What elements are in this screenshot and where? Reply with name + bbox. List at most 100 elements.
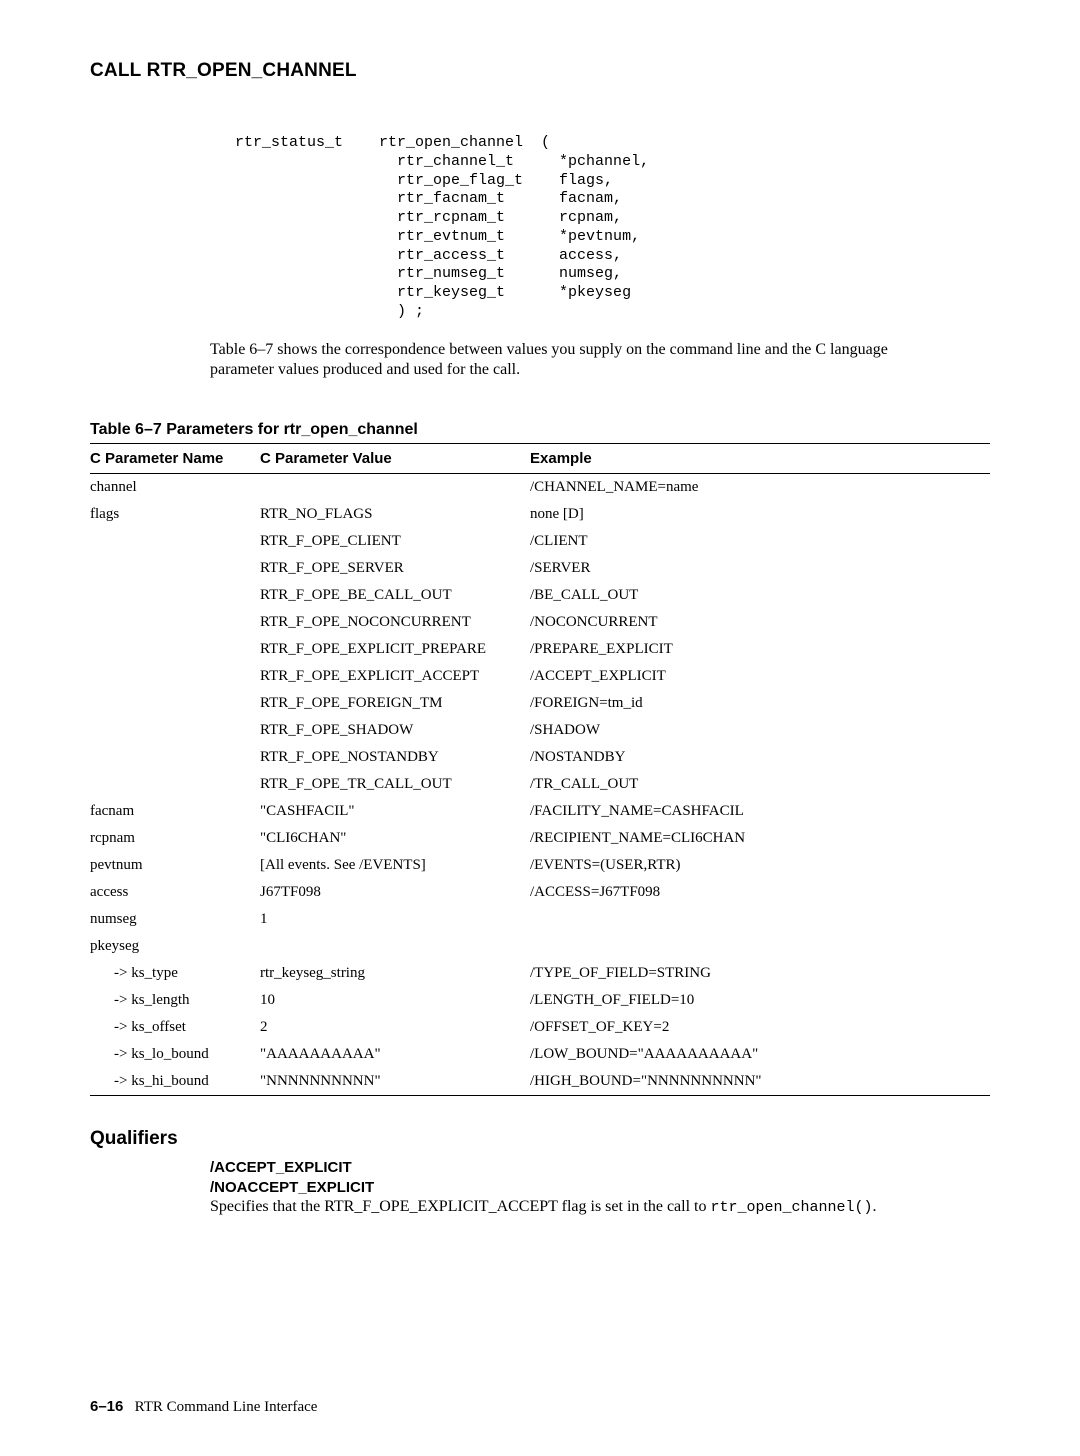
qualifiers-heading: Qualifiers	[90, 1128, 990, 1150]
cell-param-value: RTR_F_OPE_NOSTANDBY	[260, 744, 530, 771]
cell-example: /ACCEPT_EXPLICIT	[530, 663, 990, 690]
table-row: -> ks_offset2/OFFSET_OF_KEY=2	[90, 1014, 990, 1041]
cell-param-name: -> ks_lo_bound	[90, 1041, 260, 1068]
col-header-value: C Parameter Value	[260, 444, 530, 474]
cell-example: /HIGH_BOUND="NNNNNNNNNN"	[530, 1068, 990, 1096]
table-row: RTR_F_OPE_FOREIGN_TM/FOREIGN=tm_id	[90, 690, 990, 717]
cell-param-name	[90, 528, 260, 555]
cell-param-value	[260, 933, 530, 960]
page-footer: 6–16 RTR Command Line Interface	[90, 1398, 990, 1416]
table-header-row: C Parameter Name C Parameter Value Examp…	[90, 444, 990, 474]
cell-example: /NOSTANDBY	[530, 744, 990, 771]
table-row: RTR_F_OPE_SHADOW/SHADOW	[90, 717, 990, 744]
table-row: RTR_F_OPE_EXPLICIT_PREPARE/PREPARE_EXPLI…	[90, 636, 990, 663]
col-header-example: Example	[530, 444, 990, 474]
cell-example: /SERVER	[530, 555, 990, 582]
cell-param-value: RTR_F_OPE_BE_CALL_OUT	[260, 582, 530, 609]
cell-param-name: pevtnum	[90, 852, 260, 879]
cell-param-name	[90, 771, 260, 798]
cell-param-value: rtr_keyseg_string	[260, 960, 530, 987]
col-header-name: C Parameter Name	[90, 444, 260, 474]
table-row: -> ks_typertr_keyseg_string/TYPE_OF_FIEL…	[90, 960, 990, 987]
cell-param-value: "CASHFACIL"	[260, 798, 530, 825]
cell-param-value: 1	[260, 906, 530, 933]
page-title: CALL RTR_OPEN_CHANNEL	[90, 60, 990, 82]
cell-example: /CLIENT	[530, 528, 990, 555]
cell-param-name: flags	[90, 501, 260, 528]
parameters-table: C Parameter Name C Parameter Value Examp…	[90, 443, 990, 1096]
table-row: RTR_F_OPE_BE_CALL_OUT/BE_CALL_OUT	[90, 582, 990, 609]
cell-param-value: RTR_F_OPE_TR_CALL_OUT	[260, 771, 530, 798]
footer-page-number: 6–16	[90, 1398, 123, 1415]
table-row: pevtnum[All events. See /EVENTS]/EVENTS=…	[90, 852, 990, 879]
table-caption: Table 6–7 Parameters for rtr_open_channe…	[90, 421, 990, 439]
table-row: -> ks_length10/LENGTH_OF_FIELD=10	[90, 987, 990, 1014]
cell-param-value: RTR_F_OPE_EXPLICIT_ACCEPT	[260, 663, 530, 690]
cell-param-name: rcpnam	[90, 825, 260, 852]
cell-example: /PREPARE_EXPLICIT	[530, 636, 990, 663]
cell-param-value: RTR_F_OPE_CLIENT	[260, 528, 530, 555]
cell-param-name	[90, 663, 260, 690]
cell-param-value: "NNNNNNNNNN"	[260, 1068, 530, 1096]
footer-text: RTR Command Line Interface	[135, 1399, 318, 1415]
table-row: RTR_F_OPE_CLIENT/CLIENT	[90, 528, 990, 555]
qualifier-item: /ACCEPT_EXPLICIT /NOACCEPT_EXPLICIT Spec…	[210, 1158, 930, 1218]
cell-param-value: RTR_F_OPE_FOREIGN_TM	[260, 690, 530, 717]
cell-param-value: J67TF098	[260, 879, 530, 906]
cell-param-value: [All events. See /EVENTS]	[260, 852, 530, 879]
cell-param-name: channel	[90, 474, 260, 502]
qualifier-name-accept: /ACCEPT_EXPLICIT	[210, 1158, 930, 1178]
table-row: rcpnam"CLI6CHAN"/RECIPIENT_NAME=CLI6CHAN	[90, 825, 990, 852]
cell-example: /FACILITY_NAME=CASHFACIL	[530, 798, 990, 825]
cell-param-value: RTR_F_OPE_SHADOW	[260, 717, 530, 744]
cell-param-name	[90, 717, 260, 744]
table-row: RTR_F_OPE_NOSTANDBY/NOSTANDBY	[90, 744, 990, 771]
cell-example: /OFFSET_OF_KEY=2	[530, 1014, 990, 1041]
function-signature-code: rtr_status_t rtr_open_channel ( rtr_chan…	[235, 134, 990, 322]
footer-label	[127, 1399, 135, 1415]
table-row: -> ks_hi_bound"NNNNNNNNNN"/HIGH_BOUND="N…	[90, 1068, 990, 1096]
qualifier-desc-suffix: .	[873, 1198, 877, 1215]
cell-example: /LENGTH_OF_FIELD=10	[530, 987, 990, 1014]
table-row: facnam"CASHFACIL"/FACILITY_NAME=CASHFACI…	[90, 798, 990, 825]
table-row: numseg1	[90, 906, 990, 933]
cell-param-name: -> ks_offset	[90, 1014, 260, 1041]
table-row: accessJ67TF098/ACCESS=J67TF098	[90, 879, 990, 906]
table-row: pkeyseg	[90, 933, 990, 960]
cell-example: /BE_CALL_OUT	[530, 582, 990, 609]
cell-example: /LOW_BOUND="AAAAAAAAAA"	[530, 1041, 990, 1068]
table-row: RTR_F_OPE_TR_CALL_OUT/TR_CALL_OUT	[90, 771, 990, 798]
table-row: RTR_F_OPE_NOCONCURRENT/NOCONCURRENT	[90, 609, 990, 636]
cell-example: /NOCONCURRENT	[530, 609, 990, 636]
cell-param-value: RTR_NO_FLAGS	[260, 501, 530, 528]
cell-param-value: RTR_F_OPE_NOCONCURRENT	[260, 609, 530, 636]
cell-param-name	[90, 690, 260, 717]
cell-example	[530, 933, 990, 960]
cell-param-name: -> ks_type	[90, 960, 260, 987]
cell-example: /EVENTS=(USER,RTR)	[530, 852, 990, 879]
cell-param-name: numseg	[90, 906, 260, 933]
cell-example: /FOREIGN=tm_id	[530, 690, 990, 717]
table-row: flagsRTR_NO_FLAGSnone [D]	[90, 501, 990, 528]
cell-param-value: "CLI6CHAN"	[260, 825, 530, 852]
cell-param-name: -> ks_hi_bound	[90, 1068, 260, 1096]
qualifier-desc-prefix: Specifies that the RTR_F_OPE_EXPLICIT_AC…	[210, 1198, 710, 1215]
cell-example: /TYPE_OF_FIELD=STRING	[530, 960, 990, 987]
cell-example: /SHADOW	[530, 717, 990, 744]
cell-param-name: facnam	[90, 798, 260, 825]
table-row: RTR_F_OPE_EXPLICIT_ACCEPT/ACCEPT_EXPLICI…	[90, 663, 990, 690]
cell-param-name	[90, 636, 260, 663]
cell-param-name: pkeyseg	[90, 933, 260, 960]
cell-param-value: "AAAAAAAAAA"	[260, 1041, 530, 1068]
cell-param-name: -> ks_length	[90, 987, 260, 1014]
qualifier-name-noaccept: /NOACCEPT_EXPLICIT	[210, 1178, 930, 1198]
qualifier-description: Specifies that the RTR_F_OPE_EXPLICIT_AC…	[210, 1197, 930, 1218]
table-row: -> ks_lo_bound"AAAAAAAAAA"/LOW_BOUND="AA…	[90, 1041, 990, 1068]
table-row: RTR_F_OPE_SERVER/SERVER	[90, 555, 990, 582]
cell-param-value: RTR_F_OPE_EXPLICIT_PREPARE	[260, 636, 530, 663]
cell-param-value: 10	[260, 987, 530, 1014]
cell-param-value: 2	[260, 1014, 530, 1041]
cell-param-value	[260, 474, 530, 502]
cell-param-name	[90, 609, 260, 636]
cell-param-value: RTR_F_OPE_SERVER	[260, 555, 530, 582]
